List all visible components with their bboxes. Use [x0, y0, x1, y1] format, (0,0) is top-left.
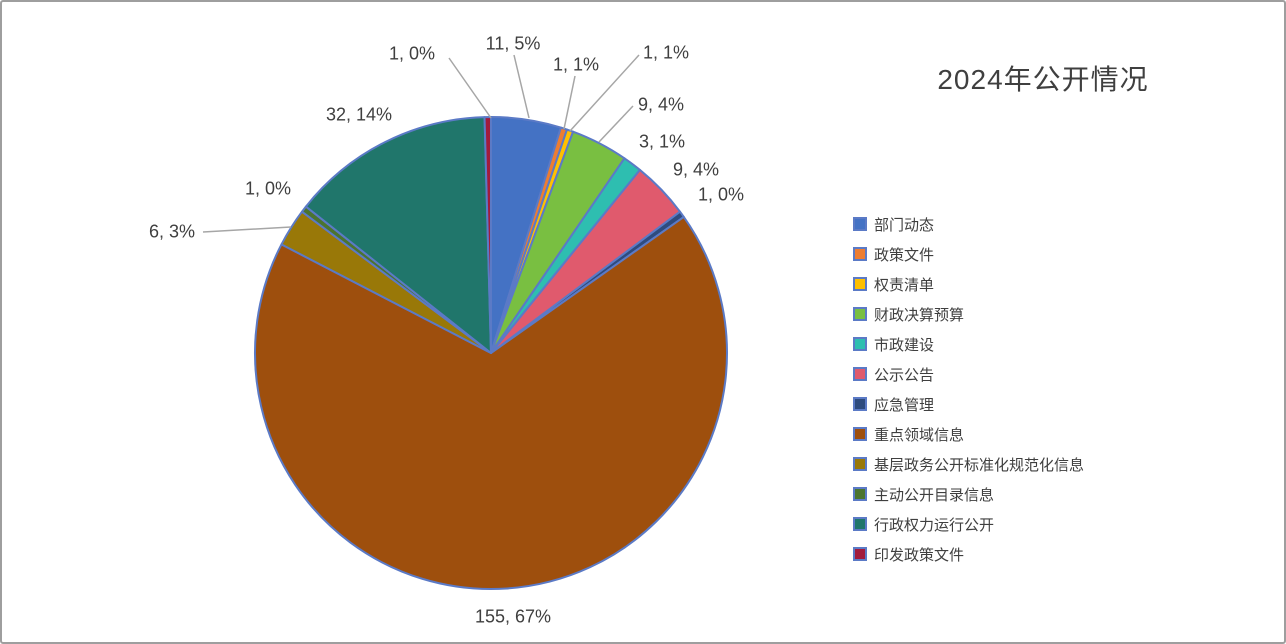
legend-item-label: 公示公告: [874, 366, 935, 384]
legend-item-label: 主动公开目录信息: [874, 486, 995, 504]
legend-item-11: 行政权力运行公开: [853, 509, 1084, 539]
data-label-7: 1, 0%: [697, 184, 745, 205]
legend-item-label: 基层政务公开标准化规范化信息: [874, 456, 1085, 474]
pie-slice-11: [304, 116, 492, 354]
leader-line-4: [598, 105, 634, 143]
chart-title: 2024年公开情况: [937, 64, 1149, 95]
legend-item-6: 公示公告: [853, 359, 1084, 389]
legend-item-1: 部门动态: [853, 209, 1084, 239]
leader-line-3: [569, 54, 640, 132]
legend-item-label: 印发政策文件: [874, 546, 965, 564]
data-label-8: 155, 67%: [474, 606, 552, 627]
legend-item-3: 权责清单: [853, 269, 1084, 299]
legend-swatch-icon: [853, 367, 867, 381]
pie-slice-8: [254, 215, 728, 590]
legend-item-label: 权责清单: [874, 276, 935, 294]
data-label-6: 9, 4%: [672, 159, 720, 180]
leader-line-9: [202, 226, 292, 233]
legend-swatch-icon: [853, 307, 867, 321]
legend-swatch-icon: [853, 247, 867, 261]
legend-swatch-icon: [853, 427, 867, 441]
legend-swatch-icon: [853, 457, 867, 471]
legend-item-label: 部门动态: [874, 216, 935, 234]
legend-item-label: 政策文件: [874, 246, 935, 264]
legend-swatch-icon: [853, 487, 867, 501]
legend-item-label: 应急管理: [874, 396, 935, 414]
legend-swatch-icon: [853, 397, 867, 411]
legend-item-label: 重点领域信息: [874, 426, 965, 444]
data-label-11: 32, 14%: [325, 104, 393, 125]
leader-line-12: [448, 57, 492, 119]
data-label-1: 11, 5%: [485, 33, 541, 54]
legend-swatch-icon: [853, 337, 867, 351]
legend: 部门动态政策文件权责清单财政决算预算 市政建设公示公告应急管理重点领域信息基层政务…: [853, 209, 1084, 569]
leader-line-1: [513, 54, 530, 119]
legend-swatch-icon: [853, 517, 867, 531]
data-label-2: 1, 1%: [552, 54, 600, 75]
legend-item-label: 行政权力运行公开: [874, 516, 995, 534]
legend-swatch-icon: [853, 547, 867, 561]
legend-item-8: 重点领域信息: [853, 419, 1084, 449]
legend-item-2: 政策文件: [853, 239, 1084, 269]
data-label-10: 1, 0%: [244, 178, 292, 199]
legend-swatch-icon: [853, 277, 867, 291]
legend-item-9: 基层政务公开标准化规范化信息: [853, 449, 1084, 479]
data-label-12: 1, 0%: [388, 43, 436, 64]
legend-swatch-icon: [853, 217, 867, 231]
legend-item-4: 财政决算预算: [853, 299, 1084, 329]
data-label-9: 6, 3%: [148, 221, 196, 242]
legend-item-5: 市政建设: [853, 329, 1084, 359]
data-label-4: 9, 4%: [637, 94, 685, 115]
legend-item-10: 主动公开目录信息: [853, 479, 1084, 509]
legend-item-7: 应急管理: [853, 389, 1084, 419]
legend-item-label: 财政决算预算: [874, 306, 965, 324]
data-label-3: 1, 1%: [642, 42, 690, 63]
legend-item-12: 印发政策文件: [853, 539, 1084, 569]
legend-item-label: 市政建设: [874, 336, 935, 354]
data-label-5: 3, 1%: [638, 131, 686, 152]
leader-line-2: [563, 75, 576, 130]
